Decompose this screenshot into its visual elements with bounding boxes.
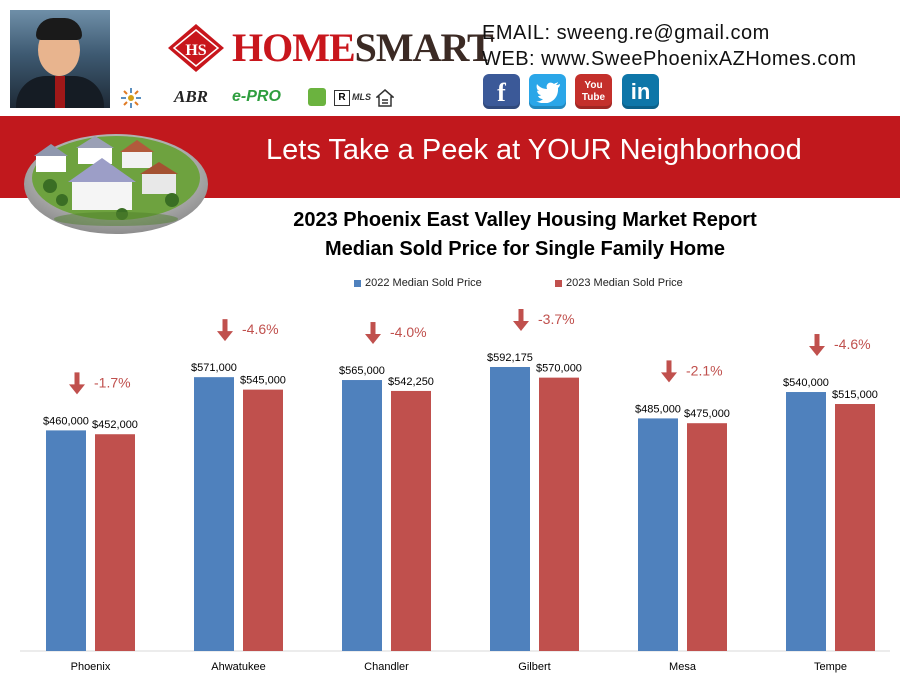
legend-swatch-2022: [354, 279, 361, 287]
agent-tie: [55, 76, 65, 108]
x-tick-label-mesa: Mesa: [669, 661, 697, 673]
graduate-realtor-icon: [121, 88, 141, 108]
bar-2022-mesa: [638, 418, 678, 651]
data-label-2022-tempe: $540,000: [783, 377, 829, 389]
mls-badge: MLS: [352, 92, 371, 102]
realtor-r-icon: R: [334, 90, 350, 106]
brand-name: HOMESMART: [232, 22, 494, 74]
abr-badge: ABR: [174, 87, 209, 106]
change-label-phoenix: -1.7%: [94, 374, 131, 390]
data-label-2022-ahwatukee: $571,000: [191, 362, 237, 374]
equal-housing-icon: [376, 89, 394, 107]
x-tick-label-phoenix: Phoenix: [71, 661, 111, 673]
bar-2023-ahwatukee: [243, 389, 283, 651]
brand-primary: HOME: [232, 25, 356, 70]
bar-2023-chandler: [391, 390, 431, 651]
bar-2022-ahwatukee: [194, 377, 234, 651]
twitter-bird-icon: [535, 82, 560, 104]
agent-hair: [36, 18, 82, 40]
data-label-2023-tempe: $515,000: [832, 389, 878, 401]
homesmart-logo[interactable]: HS HOMESMART: [166, 22, 494, 74]
chart-subtitle: Median Sold Price for Single Family Home: [324, 238, 726, 260]
data-label-2023-chandler: $542,250: [388, 376, 434, 388]
legend-label-2022: 2022 Median Sold Price: [365, 277, 482, 289]
homesmart-house-icon: HS: [168, 24, 224, 72]
contact-info: EMAIL: sweeng.re@gmail.com WEB: www.Swee…: [482, 20, 857, 72]
down-arrow-icon: [69, 372, 85, 395]
data-label-2022-phoenix: $460,000: [43, 415, 89, 427]
legend-item-2023: 2023 Median Sold Price: [555, 277, 683, 289]
x-tick-label-ahwatukee: Ahwatukee: [211, 661, 265, 673]
data-label-2023-gilbert: $570,000: [536, 363, 582, 375]
x-tick-label-tempe: Tempe: [814, 661, 847, 673]
linkedin-icon[interactable]: in: [622, 74, 659, 109]
agent-photo: [10, 10, 110, 108]
youtube-icon[interactable]: You Tube: [575, 74, 612, 109]
change-label-gilbert: -3.7%: [538, 311, 575, 327]
svg-text:HS: HS: [185, 42, 206, 59]
data-label-2023-phoenix: $452,000: [92, 419, 138, 431]
data-label-2022-chandler: $565,000: [339, 365, 385, 377]
epro-badge: e-PRO: [232, 88, 281, 105]
data-label-2022-mesa: $485,000: [635, 403, 681, 415]
facebook-icon[interactable]: f: [483, 74, 520, 109]
x-tick-label-chandler: Chandler: [364, 661, 409, 673]
down-arrow-icon: [513, 309, 529, 331]
neighborhood-image: [24, 134, 208, 234]
bar-2023-gilbert: [539, 377, 579, 651]
down-arrow-icon: [365, 322, 381, 345]
change-label-mesa: -2.1%: [686, 362, 723, 378]
down-arrow-icon: [809, 334, 825, 357]
banner-text: Lets Take a Peek at YOUR Neighborhood: [266, 134, 802, 166]
header: HS HOMESMART ABR e-PRO R MLS EMAIL: swee…: [0, 0, 900, 112]
bar-2022-phoenix: [46, 430, 86, 651]
legend-swatch-2023: [555, 279, 562, 287]
bar-2023-phoenix: [95, 434, 135, 651]
bar-2023-tempe: [835, 404, 875, 651]
down-arrow-icon: [661, 360, 677, 383]
bar-2022-chandler: [342, 380, 382, 651]
web-line[interactable]: WEB: www.SweePhoenixAZHomes.com: [482, 48, 857, 70]
change-label-ahwatukee: -4.6%: [242, 321, 279, 337]
chart-title: 2023 Phoenix East Valley Housing Market …: [293, 209, 757, 231]
data-label-2022-gilbert: $592,175: [487, 352, 533, 364]
x-tick-label-gilbert: Gilbert: [518, 661, 550, 673]
bar-2022-gilbert: [490, 367, 530, 651]
certification-badges: ABR e-PRO R MLS: [118, 86, 398, 110]
change-label-chandler: -4.0%: [390, 324, 427, 340]
legend-item-2022: 2022 Median Sold Price: [354, 277, 482, 289]
data-label-2023-ahwatukee: $545,000: [240, 375, 286, 387]
brand-secondary: SMART: [354, 25, 494, 70]
bar-2022-tempe: [786, 392, 826, 651]
change-label-tempe: -4.6%: [834, 336, 871, 352]
bar-2023-mesa: [687, 423, 727, 651]
twitter-icon[interactable]: [529, 74, 566, 109]
email-line[interactable]: EMAIL: sweeng.re@gmail.com: [482, 22, 770, 44]
legend-label-2023: 2023 Median Sold Price: [566, 277, 683, 289]
green-badge-icon: [308, 88, 326, 106]
down-arrow-icon: [217, 319, 233, 342]
data-label-2023-mesa: $475,000: [684, 408, 730, 420]
